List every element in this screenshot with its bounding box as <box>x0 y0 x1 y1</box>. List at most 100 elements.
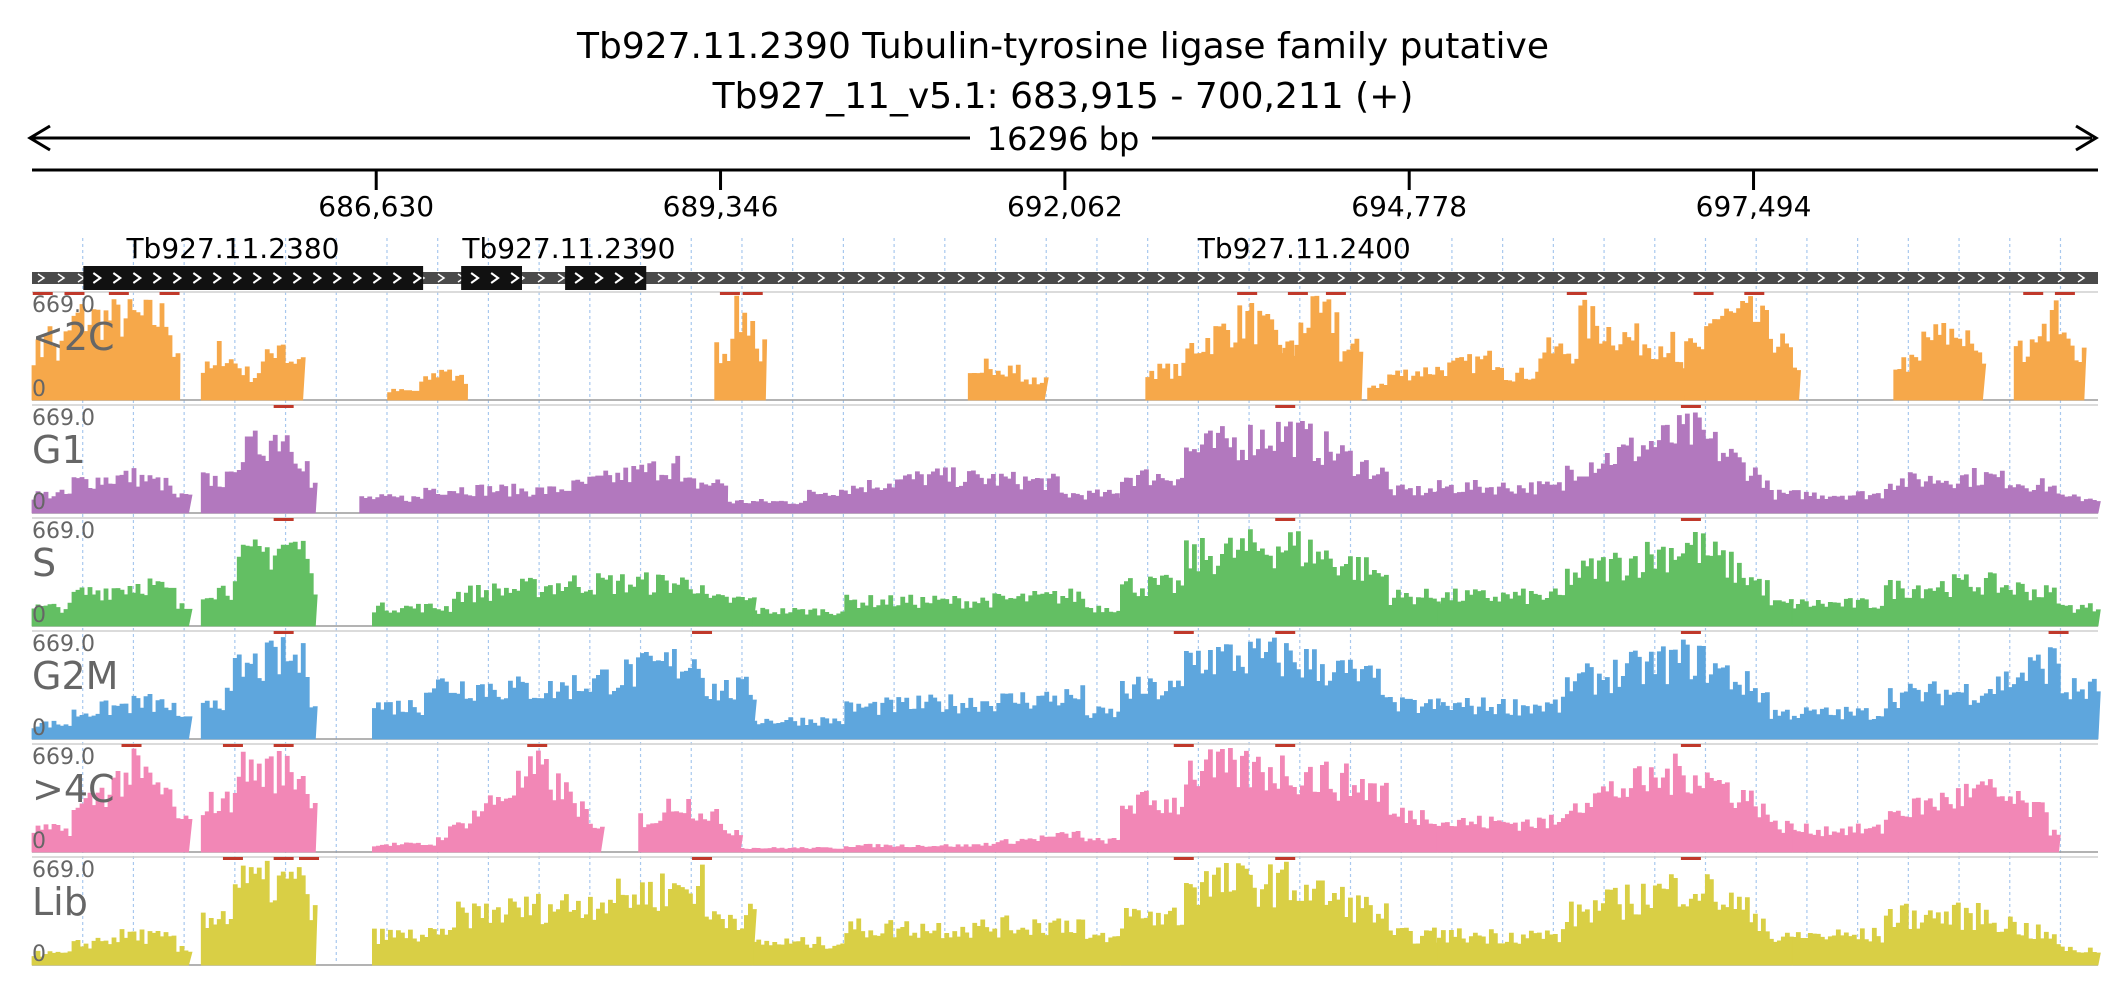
clipped-marker <box>719 292 740 295</box>
strand-arrow-icon <box>1957 273 1966 283</box>
coverage-segment <box>714 295 768 401</box>
strand-arrow-icon <box>697 273 706 283</box>
axis-tick-label: 694,778 <box>1351 190 1467 223</box>
coverage-segment <box>1893 323 1987 401</box>
strand-arrow-icon <box>1097 273 1106 283</box>
strand-arrow-icon <box>2077 273 2086 283</box>
coverage-segment <box>1791 647 2101 740</box>
coverage-segment <box>1120 637 1441 740</box>
strand-arrow-icon <box>412 272 423 284</box>
clipped-marker <box>1173 631 1194 634</box>
track-min-label: 0 <box>32 942 46 967</box>
strand-arrow-icon <box>1417 273 1426 283</box>
strand-arrow-icon <box>574 272 584 284</box>
clipped-marker <box>1275 405 1296 408</box>
strand-arrow-icon <box>152 272 163 284</box>
coverage-track-2: 669.0S 0 <box>31 517 2101 628</box>
strand-arrow-icon <box>1377 273 1386 283</box>
strand-arrow-icon <box>1017 273 1026 283</box>
coverage-segment <box>1684 296 1801 401</box>
strand-arrow-icon <box>112 272 123 284</box>
coverage-segment <box>1791 779 2061 853</box>
clipped-marker <box>273 405 294 408</box>
strand-arrow-icon <box>1757 273 1766 283</box>
strand-arrow-icon <box>937 273 946 283</box>
coverage-segment <box>638 798 744 853</box>
coverage-segment <box>31 748 193 853</box>
clipped-marker <box>1287 292 1308 295</box>
coverage-segment <box>1436 531 1794 627</box>
track-name: Lib <box>32 880 88 924</box>
coverage-track-0: 669.0<2C 0 <box>31 291 2098 402</box>
strand-arrow-icon <box>172 272 183 284</box>
strand-arrow-icon <box>1117 273 1126 283</box>
coverage-segment <box>1278 295 1364 401</box>
clipped-marker <box>692 631 713 634</box>
gene-annotation-track: Tb927.11.2380 Tb927.11.2390 Tb927.11.2400 <box>32 232 2098 290</box>
strand-arrow-icon <box>1197 273 1206 283</box>
strand-arrow-icon <box>1837 273 1846 283</box>
strand-arrow-icon <box>1077 273 1086 283</box>
span-ruler: 16296 bp <box>27 120 2099 158</box>
gene-cds-2[interactable] <box>565 266 647 290</box>
strand-arrow-icon <box>2057 273 2066 283</box>
gene-cds-1[interactable] <box>461 266 523 290</box>
strand-arrow-icon <box>1557 273 1566 283</box>
clipped-marker <box>108 292 129 295</box>
strand-arrow-icon <box>1937 273 1946 283</box>
coverage-tracks: 669.0<2C0669.0G10669.0S0669.0G2M0669.0>4… <box>31 291 2101 967</box>
gene-cds-0[interactable] <box>83 266 424 290</box>
strand-arrow-icon <box>1217 273 1226 283</box>
clipped-marker <box>121 744 142 747</box>
coverage-segment <box>1367 350 1541 401</box>
coverage-segment <box>200 340 306 401</box>
strand-arrow-icon <box>1577 273 1586 283</box>
coverage-segment <box>1120 861 1441 966</box>
coverage-segment <box>200 430 318 514</box>
clipped-marker <box>692 857 713 860</box>
track-min-label: 0 <box>32 716 46 741</box>
coverage-segment <box>967 358 1049 401</box>
axis-tick-label: 692,062 <box>1007 190 1123 223</box>
strand-arrow-icon <box>757 273 766 283</box>
strand-arrow-icon <box>1237 273 1246 283</box>
strand-arrow-icon <box>537 273 546 283</box>
clipped-marker <box>742 292 763 295</box>
axis-tick-label: 697,494 <box>1696 190 1812 223</box>
coverage-segment <box>1120 420 1441 514</box>
coverage-segment <box>372 572 757 627</box>
clipped-marker <box>1680 518 1701 521</box>
strand-arrow-icon <box>977 273 986 283</box>
strand-arrow-icon <box>1297 273 1306 283</box>
strand-arrow-icon <box>1457 273 1466 283</box>
clipped-marker <box>1680 631 1701 634</box>
strand-arrow-icon <box>510 272 520 284</box>
strand-arrow-icon <box>1597 273 1606 283</box>
strand-arrow-icon <box>677 273 686 283</box>
track-max-label: 669.0 <box>32 858 95 883</box>
track-max-label: 669.0 <box>32 745 95 770</box>
track-name: G2M <box>32 654 118 698</box>
coverage-segment <box>1791 467 2101 514</box>
strand-arrow-icon <box>2017 273 2026 283</box>
strand-arrow-icon <box>1137 273 1146 283</box>
strand-arrow-icon <box>1337 273 1346 283</box>
clipped-marker <box>1275 744 1296 747</box>
strand-arrow-icon <box>1037 273 1046 283</box>
strand-arrow-icon <box>1677 273 1686 283</box>
coverage-segment <box>372 750 605 853</box>
coverage-segment <box>1791 902 2101 966</box>
track-name: <2C <box>32 315 115 359</box>
track-min-label: 0 <box>32 603 46 628</box>
strand-arrow-icon <box>1357 273 1366 283</box>
coverage-segment <box>31 299 181 401</box>
strand-arrow-icon <box>57 273 66 283</box>
strand-arrow-icon <box>1317 273 1326 283</box>
clipped-marker <box>1566 292 1587 295</box>
strand-arrow-icon <box>1277 273 1286 283</box>
clipped-marker <box>222 744 243 747</box>
strand-arrow-icon <box>1637 273 1646 283</box>
strand-arrow-icon <box>1997 273 2006 283</box>
coverage-segment <box>1436 753 1794 853</box>
